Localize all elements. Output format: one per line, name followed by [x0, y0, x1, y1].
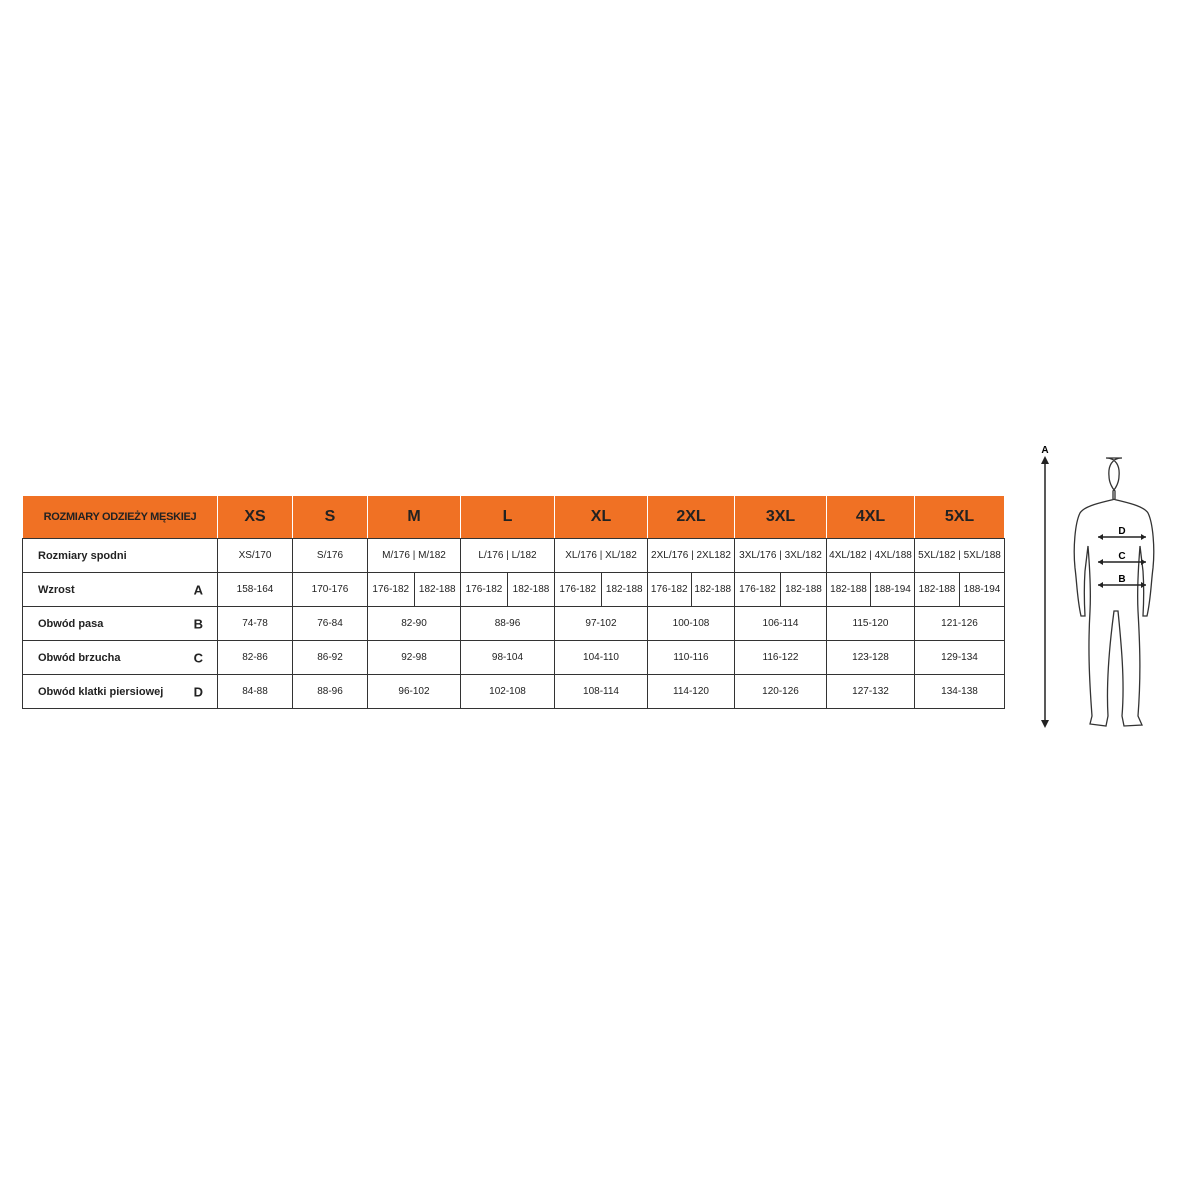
table-cell: XL/176 | XL/182 — [554, 538, 648, 573]
table-cell: 82-90 — [367, 606, 461, 641]
size-header-l: L — [460, 496, 555, 539]
row-label: Rozmiary spodni — [22, 538, 218, 573]
table-row-pants: Rozmiary spodni XS/170 S/176 M/176 | M/182 L… — [22, 538, 1005, 573]
table-cell: 104-110 — [554, 640, 648, 675]
table-cell: 97-102 — [554, 606, 648, 641]
row-label-text: Obwód klatki piersiowej — [38, 685, 164, 698]
size-header-xs: XS — [217, 496, 293, 539]
row-label-text: Wzrost — [38, 583, 75, 596]
table-subcell: 182-188 — [918, 584, 956, 595]
table-subcell: 182-188 — [830, 584, 867, 595]
table-cell: 4XL/182 | 4XL/188 — [826, 538, 915, 573]
table-cell: 182-188 188-194 — [914, 572, 1005, 607]
table-cell: 176-182 182-188 — [734, 572, 827, 607]
size-header-3xl: 3XL — [734, 496, 827, 539]
height-label: A — [1041, 445, 1048, 456]
table-subcell: 176-182 — [465, 584, 503, 595]
table-cell: 114-120 — [647, 674, 735, 709]
table-cell: 88-96 — [292, 674, 368, 709]
table-row-waist: Obwód pasa B 74-78 76-84 82-90 88-96 97-102 100… — [22, 606, 1005, 641]
measure-letter: C — [193, 650, 203, 665]
table-title: ROZMIARY ODZIEŻY MĘSKIEJ — [22, 496, 218, 539]
table-cell: 2XL/176 | 2XL182 — [647, 538, 735, 573]
table-cell: 170-176 — [292, 572, 368, 607]
table-cell: S/176 — [292, 538, 368, 573]
person-silhouette-icon — [1073, 457, 1155, 727]
table-cell: 106-114 — [734, 606, 827, 641]
measure-letter: B — [193, 616, 203, 631]
table-cell: M/176 | M/182 — [367, 538, 461, 573]
table-cell: 182-188 188-194 — [826, 572, 915, 607]
table-cell: 129-134 — [914, 640, 1005, 675]
size-header-2xl: 2XL — [647, 496, 735, 539]
table-cell: 100-108 — [647, 606, 735, 641]
size-chart-table: ROZMIARY ODZIEŻY MĘSKIEJ XS S M L XL 2XL 3XL 4XL… — [22, 496, 1005, 709]
table-subcell: 176-182 — [739, 584, 776, 595]
table-cell: 108-114 — [554, 674, 648, 709]
table-cell: 158-164 — [217, 572, 293, 607]
table-cell: 176-182 182-188 — [460, 572, 555, 607]
table-subcell: 176-182 — [372, 584, 410, 595]
table-cell: 176-182 182-188 — [554, 572, 648, 607]
table-row-height: Wzrost A 158-164 170-176 176-182 182-188 176-1… — [22, 572, 1005, 607]
table-subcell: 188-194 — [959, 573, 1004, 606]
row-label: Obwód brzucha C — [22, 640, 218, 675]
table-cell: 84-88 — [217, 674, 293, 709]
table-cell: 98-104 — [460, 640, 555, 675]
body-measurement-figure: A D C B — [1041, 445, 1155, 728]
table-cell: 121-126 — [914, 606, 1005, 641]
table-row-chest: Obwód klatki piersiowej D 84-88 88-96 96-102… — [22, 674, 1005, 709]
table-subcell: 182-188 — [507, 573, 554, 606]
row-label-text: Obwód pasa — [38, 617, 104, 630]
table-cell: 134-138 — [914, 674, 1005, 709]
table-cell: 76-84 — [292, 606, 368, 641]
table-cell: L/176 | L/182 — [460, 538, 555, 573]
table-subcell: 182-188 — [413, 573, 461, 606]
table-cell: 176-182 182-188 — [647, 572, 735, 607]
row-label-text: Rozmiary spodni — [38, 549, 127, 562]
table-subcell: 176-182 — [559, 584, 597, 595]
table-subcell: 182-188 — [690, 573, 735, 606]
table-cell: 88-96 — [460, 606, 555, 641]
chest-label: D — [1118, 526, 1125, 537]
waist-label: B — [1118, 574, 1125, 585]
table-cell: 115-120 — [826, 606, 915, 641]
table-cell: XS/170 — [217, 538, 293, 573]
table-cell: 102-108 — [460, 674, 555, 709]
table-cell: 110-116 — [647, 640, 735, 675]
table-subcell: 182-188 — [780, 573, 826, 606]
size-header-m: M — [367, 496, 461, 539]
table-cell: 120-126 — [734, 674, 827, 709]
table-cell: 116-122 — [734, 640, 827, 675]
table-cell: 96-102 — [367, 674, 461, 709]
table-subcell: 188-194 — [870, 573, 914, 606]
table-cell: 127-132 — [826, 674, 915, 709]
size-header-5xl: 5XL — [914, 496, 1005, 539]
size-header-4xl: 4XL — [826, 496, 915, 539]
belly-label: C — [1118, 551, 1125, 562]
table-row-belly: Obwód brzucha C 82-86 86-92 92-98 98-104 104-1… — [22, 640, 1005, 675]
size-header-xl: XL — [554, 496, 648, 539]
table-subcell: 182-188 — [600, 573, 648, 606]
table-cell: 176-182 182-188 — [367, 572, 461, 607]
row-label-text: Obwód brzucha — [38, 651, 121, 664]
row-label: Obwód klatki piersiowej D — [22, 674, 218, 709]
table-cell: 86-92 — [292, 640, 368, 675]
table-cell: 123-128 — [826, 640, 915, 675]
measure-letter: A — [193, 582, 203, 597]
measure-letter: D — [193, 684, 203, 699]
row-label: Obwód pasa B — [22, 606, 218, 641]
size-header-s: S — [292, 496, 368, 539]
table-cell: 3XL/176 | 3XL/182 — [734, 538, 827, 573]
table-cell: 82-86 — [217, 640, 293, 675]
table-cell: 74-78 — [217, 606, 293, 641]
table-cell: 92-98 — [367, 640, 461, 675]
row-label: Wzrost A — [22, 572, 218, 607]
table-cell: 5XL/182 | 5XL/188 — [914, 538, 1005, 573]
table-subcell: 176-182 — [650, 584, 688, 595]
